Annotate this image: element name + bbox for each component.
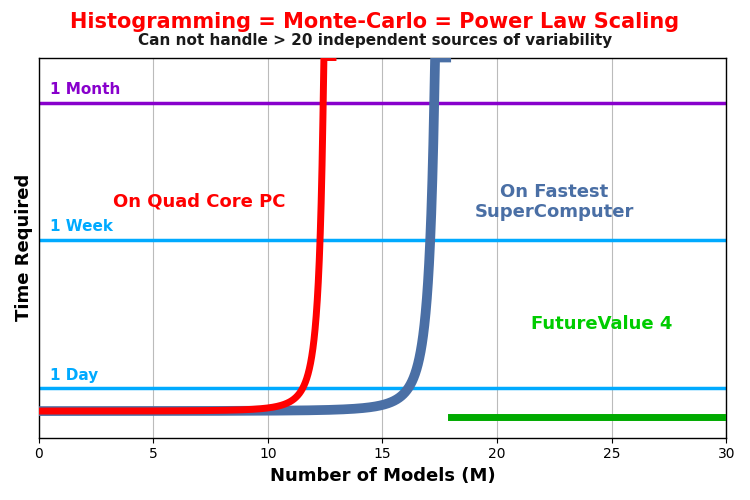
Text: 1 Week: 1 Week [50,220,113,234]
Text: Histogramming = Monte-Carlo = Power Law Scaling: Histogramming = Monte-Carlo = Power Law … [70,12,680,32]
Text: 1 Day: 1 Day [50,368,98,382]
Text: Can not handle > 20 independent sources of variability: Can not handle > 20 independent sources … [138,32,612,48]
Text: On Fastest
SuperComputer: On Fastest SuperComputer [475,182,634,222]
Text: 1 Month: 1 Month [50,82,121,98]
Y-axis label: Time Required: Time Required [15,174,33,321]
Text: On Quad Core PC: On Quad Core PC [112,193,285,211]
Text: FutureValue 4: FutureValue 4 [532,314,673,332]
X-axis label: Number of Models (M): Number of Models (M) [269,467,495,485]
